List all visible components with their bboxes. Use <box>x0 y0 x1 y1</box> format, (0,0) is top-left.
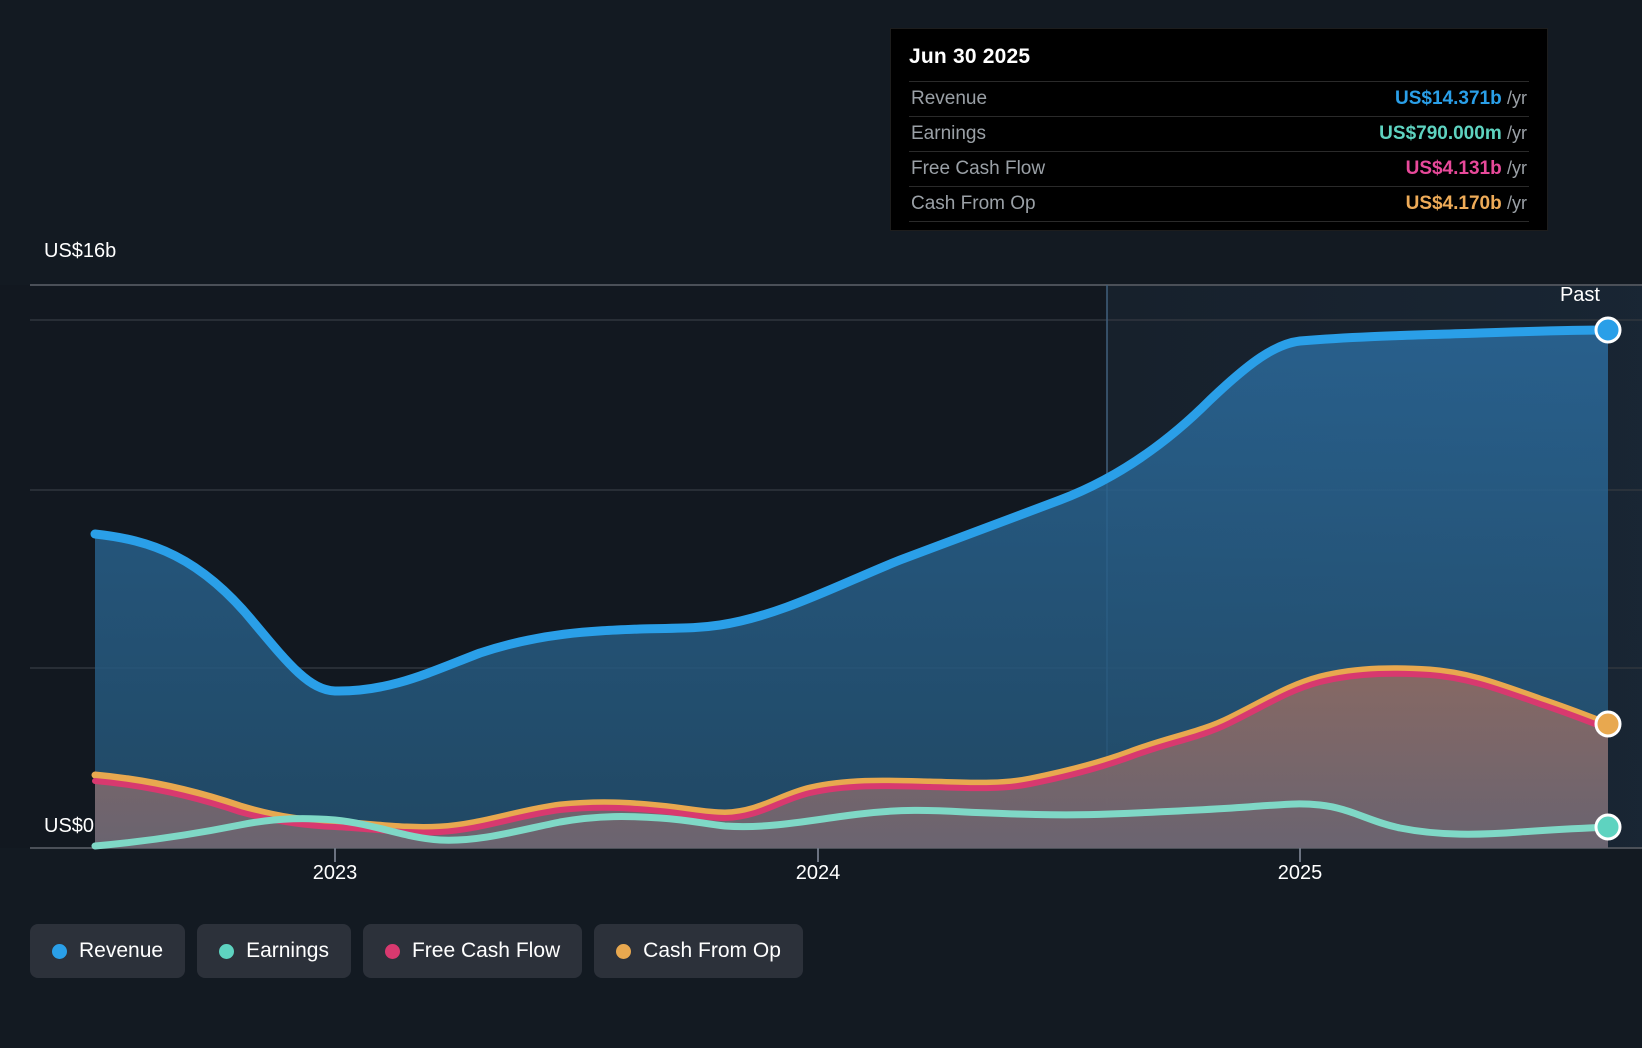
endpoint-earnings <box>1594 813 1622 841</box>
tooltip-row-earnings: Earnings US$790.000m /yr <box>909 116 1529 152</box>
y-axis-zero-label: US$0 <box>44 815 95 837</box>
tooltip-row-free-cash-flow: Free Cash Flow US$4.131b /yr <box>909 151 1529 187</box>
past-region-label: Past <box>1559 284 1600 306</box>
tooltip-label-earnings: Earnings <box>911 123 986 144</box>
tooltip-number-revenue: US$14.371b <box>1395 88 1502 109</box>
legend-label-cash-from-op: Cash From Op <box>643 939 781 962</box>
endpoint-revenue <box>1594 316 1622 344</box>
chart-plot-area: 2023 2024 2025 <box>30 284 1642 884</box>
tooltip-label-free-cash-flow: Free Cash Flow <box>911 158 1046 179</box>
tooltip-unit-free-cash-flow: /yr <box>1507 158 1527 178</box>
tooltip-value-earnings: US$790.000m /yr <box>1231 117 1529 152</box>
tooltip-unit-earnings: /yr <box>1507 123 1527 143</box>
area-cash-from-op <box>95 668 1608 848</box>
legend-dot-earnings-icon <box>219 943 235 959</box>
legend-label-free-cash-flow: Free Cash Flow <box>411 939 561 962</box>
tooltip-row-cash-from-op: Cash From Op US$4.170b /yr <box>909 186 1529 222</box>
x-tick-label-2025: 2025 <box>1277 862 1323 884</box>
legend-label-revenue: Revenue <box>79 939 164 962</box>
legend-dot-free-cash-flow-icon <box>384 943 400 959</box>
x-axis-ticks <box>334 848 1301 862</box>
tooltip-value-revenue: US$14.371b /yr <box>1231 82 1529 117</box>
tooltip-number-free-cash-flow: US$4.131b <box>1405 158 1502 179</box>
tooltip-label-revenue: Revenue <box>911 88 988 109</box>
legend-label-earnings: Earnings <box>246 939 329 962</box>
chart-svg <box>30 284 1642 862</box>
legend-item-cash-from-op[interactable]: Cash From Op <box>594 924 803 978</box>
tooltip-value-cash-from-op: US$4.170b /yr <box>1231 186 1529 222</box>
chart-legend: Revenue Earnings Free Cash Flow Cash Fro… <box>30 924 803 978</box>
tooltip-metrics-table: Revenue US$14.371b /yr Earnings US$790.0… <box>909 81 1529 222</box>
x-tick-label-2024: 2024 <box>795 862 841 884</box>
legend-item-revenue[interactable]: Revenue <box>30 924 186 978</box>
tooltip-label-cash-from-op: Cash From Op <box>909 186 1232 222</box>
tooltip-row-revenue: Revenue US$14.371b /yr <box>909 81 1529 117</box>
tooltip-unit-revenue: /yr <box>1507 88 1527 108</box>
x-tick-label-2023: 2023 <box>312 862 358 884</box>
y-axis-max-label: US$16b <box>44 240 117 262</box>
tooltip-number-cash-from-op: US$4.170b <box>1405 193 1502 214</box>
tooltip-date: Jun 30 2025 <box>909 45 1031 68</box>
endpoint-cash-from-op <box>1594 710 1622 738</box>
legend-item-earnings[interactable]: Earnings <box>197 924 351 978</box>
legend-item-free-cash-flow[interactable]: Free Cash Flow <box>362 924 583 978</box>
legend-dot-cash-from-op-icon <box>616 943 632 959</box>
tooltip-value-free-cash-flow: US$4.131b /yr <box>1231 152 1529 187</box>
line-revenue <box>90 325 1613 696</box>
line-earnings <box>91 800 1612 850</box>
tooltip-number-earnings: US$790.000m <box>1379 123 1502 144</box>
tooltip-unit-cash-from-op: /yr <box>1507 193 1527 213</box>
legend-dot-revenue-icon <box>52 943 67 959</box>
data-tooltip-card: Jun 30 2025 Revenue US$14.371b /yr Earni… <box>890 28 1548 231</box>
